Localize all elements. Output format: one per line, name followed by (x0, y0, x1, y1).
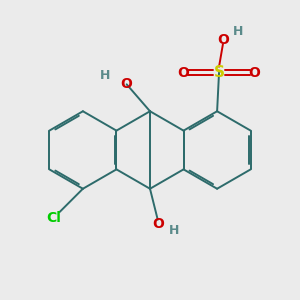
Text: O: O (249, 65, 261, 80)
Text: O: O (217, 33, 229, 46)
Text: Cl: Cl (46, 211, 61, 225)
Text: O: O (121, 77, 133, 91)
Text: O: O (178, 65, 189, 80)
Text: H: H (169, 224, 179, 237)
Text: O: O (152, 217, 164, 231)
Text: S: S (214, 65, 224, 80)
Text: H: H (100, 69, 110, 82)
Text: H: H (232, 25, 243, 38)
